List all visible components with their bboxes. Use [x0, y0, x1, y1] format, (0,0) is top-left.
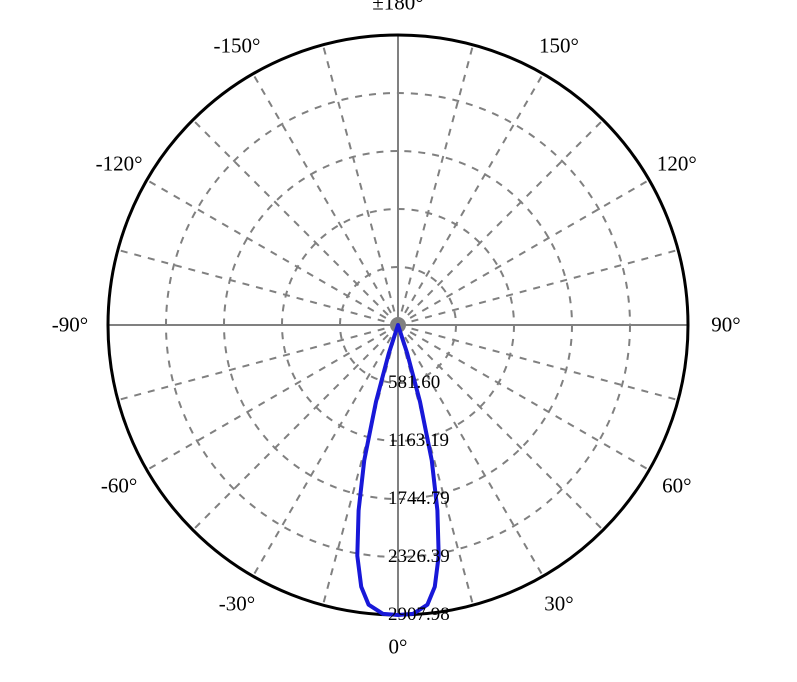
angle-label: 120° [657, 152, 697, 177]
angle-label: -30° [219, 591, 255, 616]
radial-label: 1744.79 [388, 488, 450, 510]
angle-label: -60° [101, 474, 137, 499]
radial-label: 1163.19 [388, 430, 449, 452]
angle-label: 60° [662, 474, 691, 499]
angle-label: 0° [389, 635, 408, 660]
angle-label: -150° [214, 34, 261, 59]
angle-label: ±180° [372, 0, 423, 16]
angle-label: -90° [52, 313, 88, 338]
angle-label: 150° [539, 34, 579, 59]
radial-label: 2326.39 [388, 546, 450, 568]
angle-label: 30° [544, 591, 573, 616]
polar-chart: ±180° 150° 120° 90° 60° 30° 0° -30° -60° -90° -120… [0, 0, 797, 682]
radial-label: 581.60 [388, 372, 440, 394]
radial-label: 2907.98 [388, 604, 450, 626]
polar-chart-svg [0, 0, 797, 682]
angle-label: 90° [711, 313, 740, 338]
angle-label: -120° [96, 152, 143, 177]
